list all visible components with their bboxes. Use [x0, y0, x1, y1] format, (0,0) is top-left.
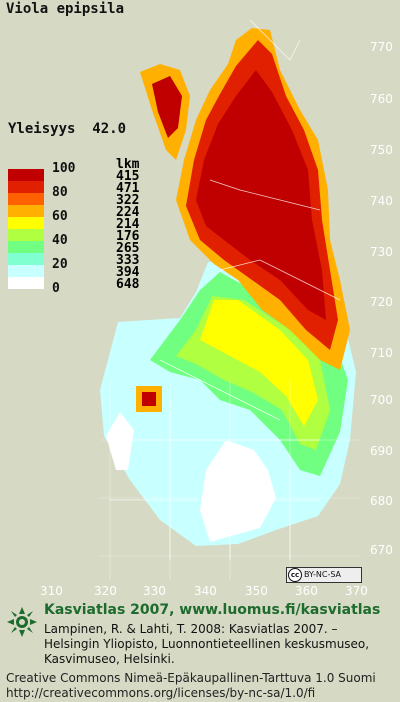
x-tick: 310	[40, 584, 63, 598]
legend-swatches	[8, 169, 44, 289]
footer	[0, 600, 400, 702]
citation-line: Helsingin Yliopisto, Luonnontieteellinen…	[44, 637, 370, 651]
x-tick: 340	[194, 584, 217, 598]
citation: Lampinen, R. & Lahti, T. 2008: Kasviatla…	[44, 622, 369, 667]
legend-swatch	[8, 253, 44, 265]
distribution-map	[100, 19, 360, 580]
legend-swatch	[8, 277, 44, 289]
legend-percent-label: 100	[52, 161, 76, 176]
y-tick: 760	[370, 92, 393, 106]
y-tick: 770	[370, 40, 393, 54]
legend-count: 265	[116, 241, 140, 256]
legend-count: 214	[116, 217, 140, 232]
legend-count: 394	[116, 265, 140, 280]
license-text: Creative Commons Nimeä-Epäkaupallinen-Ta…	[6, 671, 376, 701]
license-badge[interactable]: cc BY-NC-SA	[286, 567, 362, 583]
legend-count: 333	[116, 253, 140, 268]
legend-swatch	[8, 241, 44, 253]
legend-percent-label: 60	[52, 209, 68, 224]
y-tick: 730	[370, 245, 393, 259]
legend-swatch	[8, 217, 44, 229]
license-line[interactable]: http://creativecommons.org/licenses/by-n…	[6, 686, 316, 700]
y-tick: 720	[370, 295, 393, 309]
x-tick: 350	[245, 584, 268, 598]
legend-count: 648	[116, 277, 140, 292]
legend-swatch	[8, 181, 44, 193]
y-tick: 670	[370, 543, 393, 557]
legend-count: 322	[116, 193, 140, 208]
frequency-label: Yleisyys	[8, 121, 76, 137]
citation-line: Kasvimuseo, Helsinki.	[44, 652, 175, 666]
kasviatlas-logo-icon	[7, 607, 37, 637]
legend-count: 224	[116, 205, 140, 220]
license-line: Creative Commons Nimeä-Epäkaupallinen-Ta…	[6, 671, 376, 685]
legend-percent-label: 40	[52, 233, 68, 248]
legend-count: 176	[116, 229, 140, 244]
legend-swatch	[8, 205, 44, 217]
x-tick: 320	[94, 584, 117, 598]
legend-count: 415	[116, 169, 140, 184]
y-tick: 750	[370, 143, 393, 157]
legend-percent-label: 0	[52, 281, 60, 296]
x-tick: 370	[345, 584, 368, 598]
legend-percent-label: 20	[52, 257, 68, 272]
legend-swatch	[8, 193, 44, 205]
x-tick: 330	[143, 584, 166, 598]
frequency-value: 42.0	[92, 121, 127, 137]
x-tick: 360	[295, 584, 318, 598]
y-tick: 690	[370, 444, 393, 458]
license-badge-text: BY-NC-SA	[304, 570, 342, 579]
cc-icon: cc	[288, 568, 302, 582]
species-title: Viola epipsila	[6, 1, 125, 17]
legend-count-header: lkm	[116, 157, 140, 172]
y-tick: 740	[370, 194, 393, 208]
y-tick: 680	[370, 494, 393, 508]
y-tick: 700	[370, 393, 393, 407]
legend-swatch	[8, 169, 44, 181]
legend-count: 471	[116, 181, 140, 196]
citation-line: Lampinen, R. & Lahti, T. 2008: Kasviatla…	[44, 622, 338, 636]
legend-swatch	[8, 265, 44, 277]
site-link[interactable]: Kasviatlas 2007, www.luomus.fi/kasviatla…	[44, 602, 381, 618]
y-tick: 710	[370, 346, 393, 360]
frequency-readout: Yleisyys 42.0	[8, 121, 126, 137]
legend-percent-label: 80	[52, 185, 68, 200]
legend-swatch	[8, 229, 44, 241]
